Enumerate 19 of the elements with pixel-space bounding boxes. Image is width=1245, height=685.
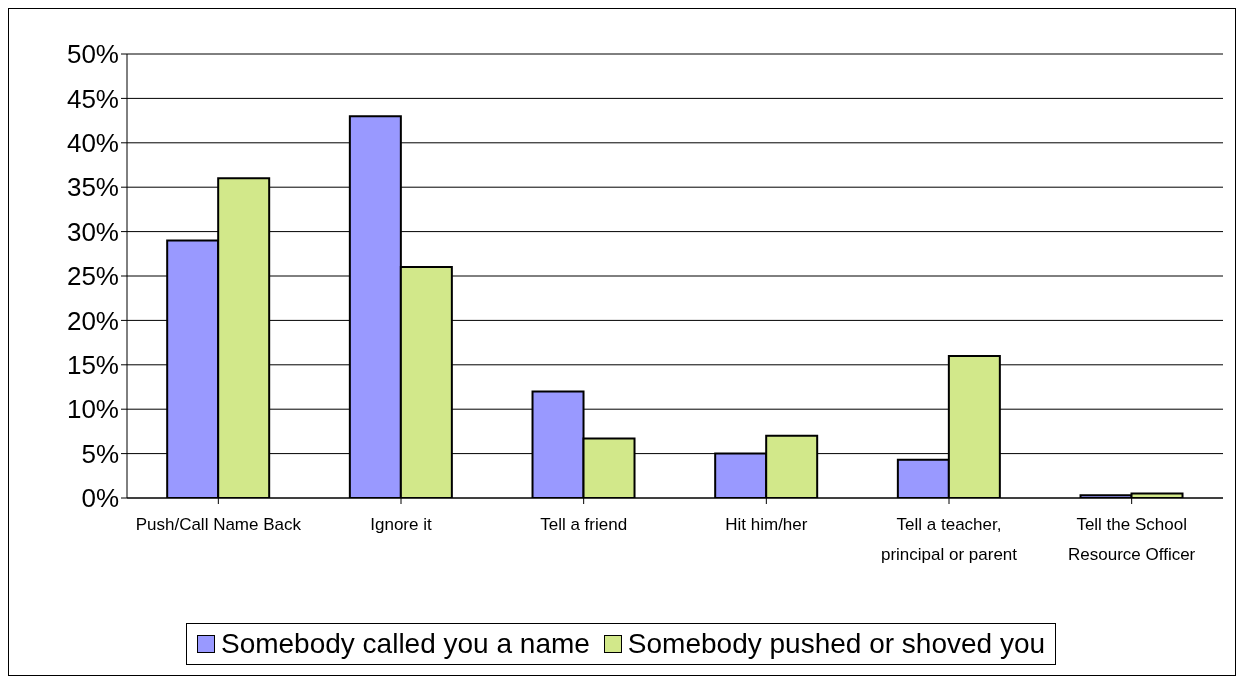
y-tick-label: 25% [66, 261, 119, 292]
y-tick-label: 15% [66, 350, 119, 381]
x-tick-label: Hit him/her [725, 515, 808, 535]
legend-label: Somebody pushed or shoved you [627, 628, 1046, 660]
x-tick-label: Tell the School Resource Officer [1068, 515, 1196, 565]
legend-label: Somebody called you a name [220, 628, 590, 660]
y-tick-label: 0% [81, 483, 119, 514]
y-tick-label: 50% [66, 39, 119, 70]
x-tick-label: Tell a teacher, principal or parent [880, 515, 1018, 565]
y-tick-label: 30% [66, 216, 119, 247]
y-tick-label: 5% [81, 438, 119, 469]
x-tick-label: Push/Call Name Back [135, 515, 302, 535]
y-tick-label: 45% [66, 83, 119, 114]
y-tick-label: 10% [66, 394, 119, 425]
x-tick-label: Ignore it [370, 515, 432, 535]
y-tick-label: 20% [66, 305, 119, 336]
x-tick-label: Tell a friend [540, 515, 628, 535]
y-tick-label: 35% [66, 172, 119, 203]
y-tick-label: 40% [66, 128, 119, 159]
